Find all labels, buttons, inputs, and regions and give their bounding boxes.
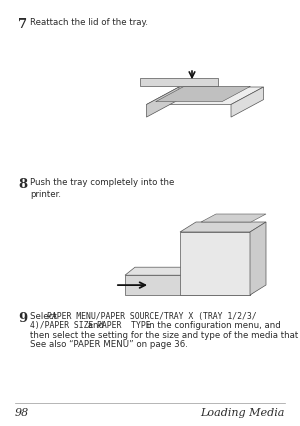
Polygon shape	[180, 233, 250, 295]
Polygon shape	[125, 268, 260, 276]
Polygon shape	[156, 87, 250, 103]
Text: 9: 9	[18, 311, 27, 324]
Polygon shape	[250, 222, 266, 295]
Text: PAPER MENU/PAPER SOURCE/TRAY X (TRAY 1/2/3/: PAPER MENU/PAPER SOURCE/TRAY X (TRAY 1/2…	[47, 311, 256, 320]
Text: 4)/PAPER SIZE: 4)/PAPER SIZE	[30, 321, 93, 330]
Text: 7: 7	[18, 18, 27, 31]
Text: in the configuration menu, and: in the configuration menu, and	[144, 321, 281, 330]
Polygon shape	[146, 88, 263, 105]
Text: Loading Media: Loading Media	[201, 407, 285, 417]
Polygon shape	[250, 268, 260, 295]
Text: 98: 98	[15, 407, 29, 417]
Text: and: and	[85, 321, 107, 330]
Polygon shape	[140, 79, 218, 87]
Text: then select the setting for the size and type of the media that is loaded.: then select the setting for the size and…	[30, 330, 300, 339]
Polygon shape	[125, 276, 250, 295]
Text: 8: 8	[18, 178, 27, 190]
Polygon shape	[146, 88, 179, 118]
Polygon shape	[231, 88, 263, 118]
Text: PAPER  TYPE: PAPER TYPE	[97, 321, 151, 330]
Text: Reattach the lid of the tray.: Reattach the lid of the tray.	[30, 18, 148, 27]
Text: See also “PAPER MENU” on page 36.: See also “PAPER MENU” on page 36.	[30, 340, 188, 349]
Text: Push the tray completely into the
printer.: Push the tray completely into the printe…	[30, 178, 174, 199]
Polygon shape	[180, 222, 266, 233]
Polygon shape	[201, 215, 266, 222]
Text: Select: Select	[30, 311, 59, 320]
